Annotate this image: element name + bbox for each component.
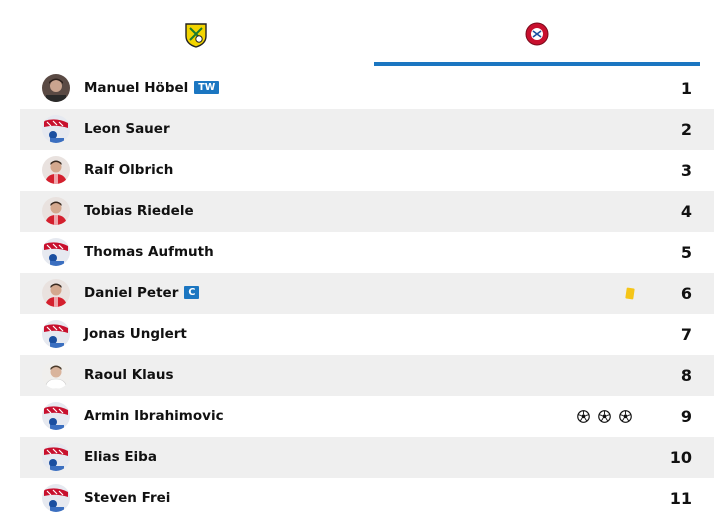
player-name-text: Jonas Unglert — [84, 326, 187, 342]
team-tabs — [0, 0, 720, 68]
player-avatar — [42, 238, 70, 266]
goal-ball-icon — [598, 410, 611, 423]
player-name[interactable]: Manuel Höbel TW — [84, 68, 220, 109]
player-name-text: Steven Frei — [84, 490, 171, 506]
goal-ball-icon — [577, 410, 590, 423]
shirt-number: 3 — [680, 161, 692, 180]
player-name[interactable]: Ralf Olbrich — [84, 150, 173, 191]
tab-away-team[interactable] — [374, 0, 700, 68]
player-avatar — [42, 156, 70, 184]
yellow-card-icon — [625, 287, 635, 300]
captain-badge: C — [184, 285, 200, 299]
player-name-text: Thomas Aufmuth — [84, 244, 214, 260]
player-name-text: Elias Eiba — [84, 449, 157, 465]
player-events — [577, 396, 632, 437]
shirt-number: 11 — [669, 489, 692, 508]
lineup-list: Manuel Höbel TW 1 Leon Sauer 2 Ralf Olbrich 3 T… — [20, 68, 714, 519]
player-name-text: Daniel Peter — [84, 285, 179, 301]
shirt-number: 5 — [680, 243, 692, 262]
player-avatar — [42, 74, 70, 102]
tab-home-team[interactable] — [20, 0, 372, 68]
player-row[interactable]: Manuel Höbel TW 1 — [20, 68, 714, 109]
player-row[interactable]: Leon Sauer 2 — [20, 109, 714, 150]
player-row[interactable]: Thomas Aufmuth 5 — [20, 232, 714, 273]
shirt-number: 8 — [680, 366, 692, 385]
player-row[interactable]: Armin Ibrahimovic 9 — [20, 396, 714, 437]
player-name-text: Armin Ibrahimovic — [84, 408, 224, 424]
shirt-number: 2 — [680, 120, 692, 139]
player-row[interactable]: Daniel Peter C 6 — [20, 273, 714, 314]
goalkeeper-badge: TW — [194, 80, 220, 94]
player-avatar — [42, 402, 70, 430]
player-name-text: Manuel Höbel — [84, 80, 189, 96]
player-avatar — [42, 197, 70, 225]
player-avatar — [42, 115, 70, 143]
shirt-number: 6 — [680, 284, 692, 303]
player-name[interactable]: Elias Eiba — [84, 437, 157, 478]
player-avatar — [42, 484, 70, 512]
shirt-number: 4 — [680, 202, 692, 221]
player-row[interactable]: Steven Frei 11 — [20, 478, 714, 519]
goal-ball-icon — [619, 410, 632, 423]
player-name[interactable]: Jonas Unglert — [84, 314, 187, 355]
player-row[interactable]: Elias Eiba 10 — [20, 437, 714, 478]
player-name[interactable]: Raoul Klaus — [84, 355, 174, 396]
player-avatar — [42, 361, 70, 389]
red-club-crest-icon — [525, 22, 549, 46]
player-name[interactable]: Leon Sauer — [84, 109, 170, 150]
shirt-number: 10 — [669, 448, 692, 467]
player-avatar — [42, 279, 70, 307]
player-row[interactable]: Ralf Olbrich 3 — [20, 150, 714, 191]
player-row[interactable]: Jonas Unglert 7 — [20, 314, 714, 355]
player-avatar — [42, 443, 70, 471]
player-name[interactable]: Thomas Aufmuth — [84, 232, 214, 273]
player-name[interactable]: Armin Ibrahimovic — [84, 396, 224, 437]
player-name[interactable]: Daniel Peter C — [84, 273, 200, 314]
player-name-text: Raoul Klaus — [84, 367, 174, 383]
shirt-number: 1 — [680, 79, 692, 98]
shirt-number: 7 — [680, 325, 692, 344]
player-row[interactable]: Tobias Riedele 4 — [20, 191, 714, 232]
player-name[interactable]: Steven Frei — [84, 478, 170, 519]
yellow-club-crest-icon — [185, 23, 207, 48]
player-avatar — [42, 320, 70, 348]
player-name[interactable]: Tobias Riedele — [84, 191, 194, 232]
player-events — [625, 273, 635, 314]
player-name-text: Leon Sauer — [84, 121, 170, 137]
player-row[interactable]: Raoul Klaus 8 — [20, 355, 714, 396]
shirt-number: 9 — [680, 407, 692, 426]
player-name-text: Ralf Olbrich — [84, 162, 174, 178]
player-name-text: Tobias Riedele — [84, 203, 194, 219]
